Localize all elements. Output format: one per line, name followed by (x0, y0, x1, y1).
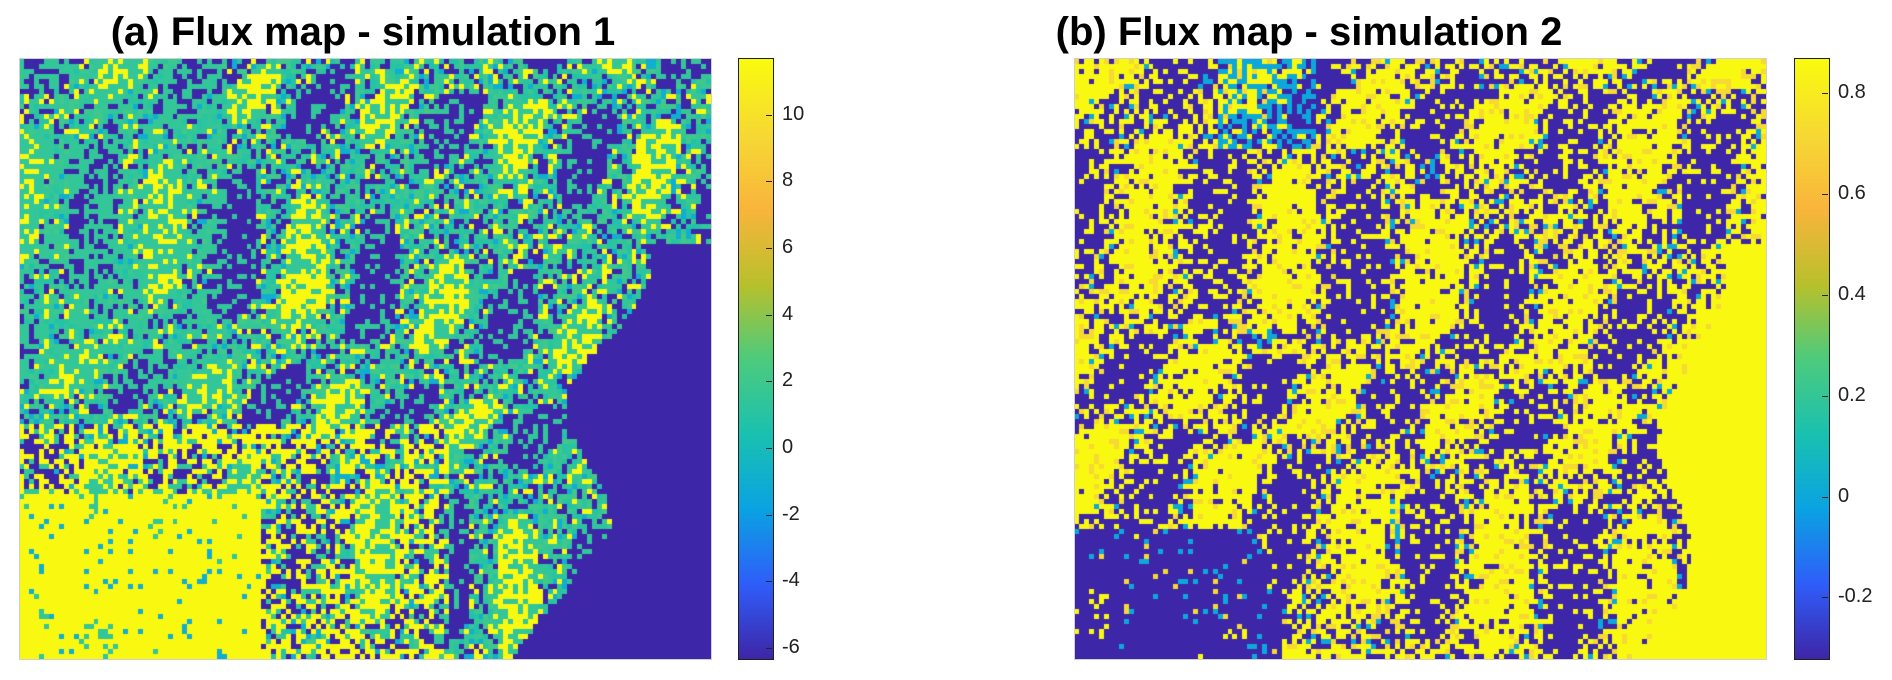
chart-title: (a) Flux map - simulation 1 (110, 10, 616, 54)
colorbar-tick-label: 8 (782, 169, 794, 192)
colorbar-tick-label: 2 (782, 369, 794, 392)
colorbar-tick-mark (766, 114, 772, 116)
colorbar-tick-label: -0.2 (1838, 585, 1873, 608)
heatmap-canvas (19, 58, 712, 660)
colorbar-tick-mark (766, 514, 772, 516)
colorbar-tick-label: 0 (1838, 484, 1850, 507)
colorbar-tick-label: -4 (782, 569, 800, 592)
colorbar-tick-mark (1822, 597, 1828, 599)
chart-title: (b) Flux map - simulation 2 (1055, 10, 1563, 54)
colorbar-tick-mark (766, 648, 772, 649)
colorbar-tick-mark (766, 581, 772, 583)
colorbar (1794, 58, 1830, 660)
colorbar-tick-label: 0.8 (1838, 81, 1866, 104)
heatmap-canvas (1074, 58, 1767, 660)
colorbar-tick-mark (766, 448, 772, 449)
colorbar-tick-mark (766, 181, 772, 183)
colorbar-tick-label: 0.4 (1838, 282, 1866, 305)
panel-a: (a) Flux map - simulation 1 10 8 6 4 2 0 -2 -4 -… (19, 10, 805, 660)
colorbar-tick-label: 0 (782, 436, 794, 458)
colorbar-tick-label: 0.2 (1838, 383, 1866, 406)
colorbar-tick-label: 10 (782, 102, 805, 125)
colorbar-tick-mark (1822, 496, 1828, 498)
colorbar-tick-label: 6 (782, 236, 794, 258)
colorbar-tick-mark (1822, 194, 1828, 196)
panel-b: (b) Flux map - simulation 2 0.8 0.6 0.4 0.2… (946, 0, 1892, 680)
colorbar-tick-mark (766, 314, 772, 316)
colorbar-tick-mark (1822, 395, 1828, 397)
colorbar-tick-mark (766, 381, 772, 383)
colorbar-tick-label: 4 (782, 302, 794, 325)
colorbar-tick-mark (766, 248, 772, 249)
colorbar-tick-mark (1822, 294, 1828, 296)
colorbar-tick-label: -2 (782, 502, 800, 525)
colorbar-tick-label: -6 (782, 636, 800, 658)
colorbar-tick-mark (1822, 93, 1828, 95)
colorbar (738, 58, 774, 660)
colorbar-tick-label: 0.6 (1838, 182, 1866, 205)
